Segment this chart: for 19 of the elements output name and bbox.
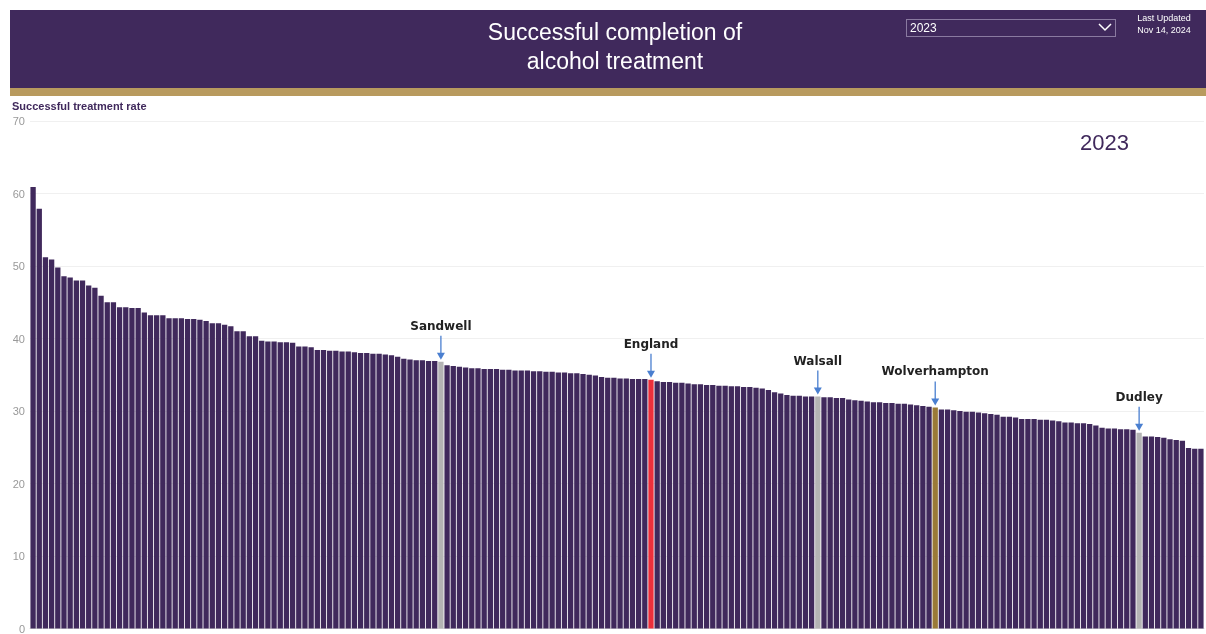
y-axis-title: Successful treatment rate xyxy=(12,99,147,112)
y-tick-label: 40 xyxy=(12,332,25,345)
y-tick-label: 50 xyxy=(12,260,25,272)
y-tick-label: 30 xyxy=(12,405,25,417)
x-tick-label: England xyxy=(623,336,679,351)
y-tick-label: 70 xyxy=(12,115,25,127)
text: Last Updated xyxy=(1136,13,1192,23)
y-tick-label: 10 xyxy=(12,550,25,562)
dropdown: 2023 xyxy=(906,19,1116,37)
y-tick-label: 20 xyxy=(12,477,25,490)
y-tick-label: 60 xyxy=(12,187,25,200)
annotation: 2023 xyxy=(1080,130,1129,156)
x-tick-label: Sandwell xyxy=(410,318,472,333)
x-tick-label: Wolverhampton xyxy=(881,364,989,379)
x-tick-label: Dudley xyxy=(1115,389,1163,404)
y-tick-label: 0 xyxy=(18,622,25,634)
chart-title: Successful completion of alcohol treatment xyxy=(486,18,744,76)
x-tick-label: Walsall xyxy=(793,353,843,368)
text: Nov 14, 2024 xyxy=(1136,25,1192,35)
